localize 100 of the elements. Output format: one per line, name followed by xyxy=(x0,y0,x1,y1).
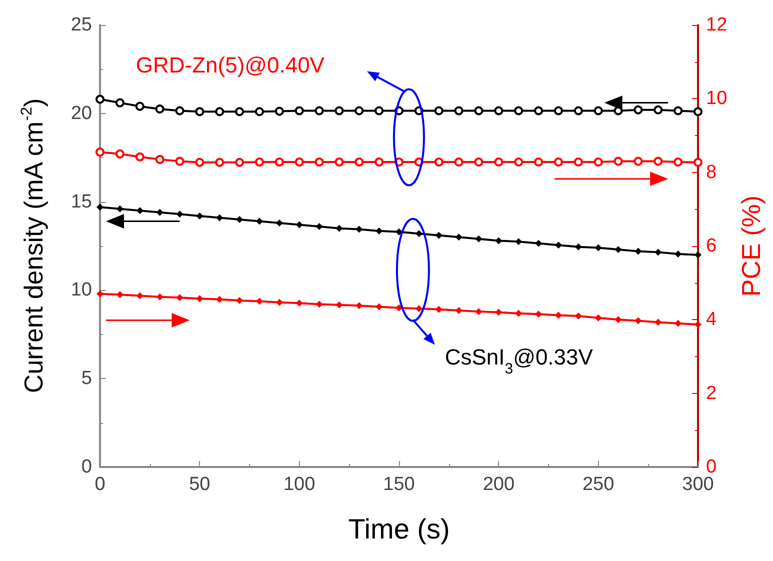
point xyxy=(256,298,263,305)
point xyxy=(96,204,104,211)
point xyxy=(296,300,303,307)
y2-tick-label: 4 xyxy=(706,309,717,330)
point xyxy=(215,107,224,116)
point xyxy=(316,223,323,230)
point xyxy=(455,234,462,241)
point xyxy=(435,306,442,313)
x-tick-label: 100 xyxy=(283,474,316,495)
y-axis-title: Current density (mA cm-2) xyxy=(18,98,48,394)
point xyxy=(594,106,603,116)
point xyxy=(694,158,702,167)
point xyxy=(495,237,502,244)
point xyxy=(115,98,124,108)
point xyxy=(175,156,184,166)
x-axis-title: Time (s) xyxy=(348,514,450,544)
point xyxy=(534,106,544,116)
point xyxy=(296,221,303,228)
point xyxy=(96,94,104,104)
point xyxy=(455,306,462,314)
point xyxy=(254,107,264,116)
point xyxy=(216,214,224,222)
point xyxy=(495,308,502,316)
point xyxy=(574,312,582,320)
point xyxy=(415,230,422,238)
y-tick-label: 5 xyxy=(81,368,92,390)
point xyxy=(535,310,542,318)
point xyxy=(574,158,583,167)
point xyxy=(674,320,682,327)
point xyxy=(274,158,284,167)
point xyxy=(574,106,583,116)
point xyxy=(396,228,402,236)
point xyxy=(474,158,484,167)
point xyxy=(155,154,164,164)
y-tick-label: 0 xyxy=(81,456,92,478)
point xyxy=(195,158,204,167)
point xyxy=(396,304,402,312)
point xyxy=(654,105,663,114)
point xyxy=(156,293,164,300)
point xyxy=(674,158,683,167)
point xyxy=(254,158,264,167)
point xyxy=(475,308,482,316)
point xyxy=(334,106,344,116)
point xyxy=(376,227,383,234)
point xyxy=(196,212,204,220)
point xyxy=(535,240,542,247)
point xyxy=(135,102,144,111)
point xyxy=(196,295,204,302)
point xyxy=(674,250,682,258)
point xyxy=(215,158,224,167)
point xyxy=(195,107,204,116)
point xyxy=(494,158,504,167)
point xyxy=(336,224,343,232)
point xyxy=(415,305,422,312)
point xyxy=(454,106,464,116)
point xyxy=(176,294,184,302)
point xyxy=(176,210,184,218)
y-tick-label: 20 xyxy=(70,102,92,124)
point xyxy=(276,220,283,227)
point xyxy=(336,301,343,308)
point xyxy=(594,314,602,322)
point xyxy=(534,158,544,167)
point xyxy=(116,291,124,298)
point xyxy=(514,106,524,116)
y2-axis-title: PCE (%) xyxy=(736,195,766,297)
point xyxy=(116,205,124,212)
point xyxy=(515,238,522,246)
point xyxy=(236,216,244,223)
point xyxy=(554,158,563,167)
y2-tick-label: 10 xyxy=(706,88,728,110)
point xyxy=(554,242,562,249)
point xyxy=(514,158,524,167)
point xyxy=(136,207,144,214)
point xyxy=(294,158,304,167)
point xyxy=(434,158,444,167)
point xyxy=(256,218,263,225)
y-tick-label: 10 xyxy=(70,280,92,301)
x-tick-label: 200 xyxy=(482,474,515,495)
annotation: GRD-Zn(5)@0.40V xyxy=(136,52,325,78)
point xyxy=(175,106,184,116)
point xyxy=(634,156,643,166)
point xyxy=(694,107,702,116)
point xyxy=(554,312,562,319)
point xyxy=(654,156,663,166)
point xyxy=(614,246,622,254)
point xyxy=(236,297,244,304)
point xyxy=(475,235,482,242)
y2-tick-label: 12 xyxy=(706,14,728,36)
point xyxy=(374,106,384,116)
point xyxy=(614,156,623,166)
point xyxy=(434,106,444,116)
point xyxy=(674,106,683,116)
x-tick-label: 150 xyxy=(383,474,415,495)
point xyxy=(274,106,284,116)
point xyxy=(316,300,323,308)
point xyxy=(354,106,364,116)
point xyxy=(515,310,522,317)
point xyxy=(314,158,324,167)
point xyxy=(115,149,124,158)
point xyxy=(594,158,603,167)
